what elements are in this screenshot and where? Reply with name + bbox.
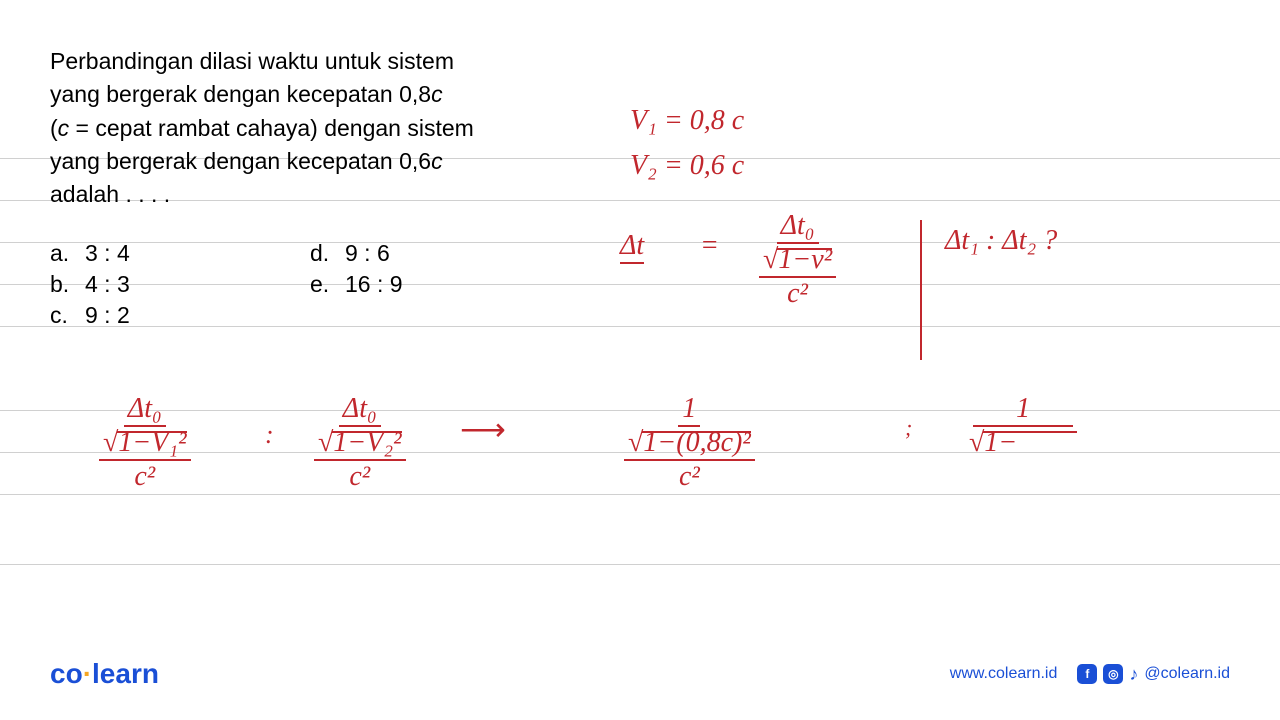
hand-sqrt-1mv12: √1−V₁² bbox=[103, 429, 187, 457]
hand-dt1dt2: Δt₁ : Δt₂ ? bbox=[945, 225, 1057, 257]
opt-d-text: 9 : 6 bbox=[345, 240, 390, 266]
footer-handle: @colearn.id bbox=[1144, 665, 1230, 683]
opt-b-text: 4 : 3 bbox=[85, 271, 130, 297]
hand-c2-c: c² bbox=[345, 461, 374, 491]
hand-dt: Δt bbox=[620, 230, 644, 264]
logo-learn: learn bbox=[92, 658, 159, 689]
q-line3-p2: = cepat rambat cahaya) dengan sistem bbox=[69, 115, 474, 141]
hand-vbar bbox=[920, 220, 922, 360]
opt-e-label: e. bbox=[310, 271, 345, 298]
hand-dt0: Δt₀ bbox=[777, 212, 819, 244]
hand-c2-b: c² bbox=[130, 461, 159, 491]
q-line2: yang bergerak dengan kecepatan 0,8 bbox=[50, 81, 431, 107]
hand-semicolon: ; bbox=[905, 415, 912, 441]
q-line3-italic: c bbox=[58, 115, 70, 141]
hand-arrow-icon: ⟶ bbox=[460, 410, 506, 448]
answer-options: a.3 : 4 d.9 : 6 b.4 : 3 e.16 : 9 c.9 : 2 bbox=[50, 240, 510, 333]
hand-sqrt-1mv2: √1−v² bbox=[763, 246, 832, 274]
hand-frac3: 1 √1−(0,8c)² c² bbox=[620, 395, 759, 491]
q-line5: adalah . . . . bbox=[50, 181, 170, 207]
hand-v2: V₂ = 0,6 c bbox=[630, 150, 744, 182]
opt-b-label: b. bbox=[50, 271, 85, 298]
tiktok-icon: ♪ bbox=[1129, 664, 1138, 685]
brand-logo: co·learn bbox=[50, 658, 159, 690]
footer-url: www.colearn.id bbox=[950, 665, 1058, 683]
opt-a-label: a. bbox=[50, 240, 85, 267]
hand-dt0-c: Δt₀ bbox=[339, 395, 381, 427]
hand-frac2: Δt₀ √1−V₂² c² bbox=[310, 395, 410, 491]
hand-one-b: 1 bbox=[973, 395, 1073, 427]
hand-frac4: 1 √1− bbox=[965, 395, 1081, 457]
opt-d-label: d. bbox=[310, 240, 345, 267]
opt-a-text: 3 : 4 bbox=[85, 240, 130, 266]
q-line1: Perbandingan dilasi waktu untuk sistem bbox=[50, 48, 454, 74]
opt-c-label: c. bbox=[50, 302, 85, 329]
hand-one: 1 bbox=[678, 395, 700, 427]
q-line2-italic: c bbox=[431, 81, 443, 107]
logo-dot: · bbox=[83, 658, 92, 689]
q-line4: yang bergerak dengan kecepatan 0,6 bbox=[50, 148, 431, 174]
hand-sqrt-08c: √1−(0,8c)² bbox=[628, 429, 751, 457]
logo-co: co bbox=[50, 658, 83, 689]
hand-eq: = bbox=[700, 230, 719, 262]
opt-c-text: 9 : 2 bbox=[85, 302, 130, 328]
opt-e-text: 16 : 9 bbox=[345, 271, 403, 297]
hand-sqrt-1mv22: √1−V₂² bbox=[318, 429, 402, 457]
hand-c2-a: c² bbox=[783, 278, 812, 308]
hand-frac1: Δt₀ √1−V₁² c² bbox=[95, 395, 195, 491]
question-text: Perbandingan dilasi waktu untuk sistem y… bbox=[50, 45, 570, 212]
hand-frac-dt0: Δt₀ √1−v² c² bbox=[755, 212, 840, 308]
ruled-line bbox=[0, 564, 1280, 565]
facebook-icon: f bbox=[1077, 664, 1097, 684]
hand-v1: V₁ = 0,8 c bbox=[630, 105, 744, 137]
q-line4-italic: c bbox=[431, 148, 443, 174]
social-icons: f ◎ ♪ @colearn.id bbox=[1077, 664, 1230, 685]
hand-colon: : bbox=[265, 420, 274, 450]
footer: co·learn www.colearn.id f ◎ ♪ @colearn.i… bbox=[0, 658, 1280, 690]
hand-dt0-b: Δt₀ bbox=[124, 395, 166, 427]
hand-sqrt-1m: √1− bbox=[969, 429, 1077, 457]
ruled-line bbox=[0, 494, 1280, 495]
instagram-icon: ◎ bbox=[1103, 664, 1123, 684]
hand-c2-d: c² bbox=[675, 461, 704, 491]
q-line3-p1: ( bbox=[50, 115, 58, 141]
